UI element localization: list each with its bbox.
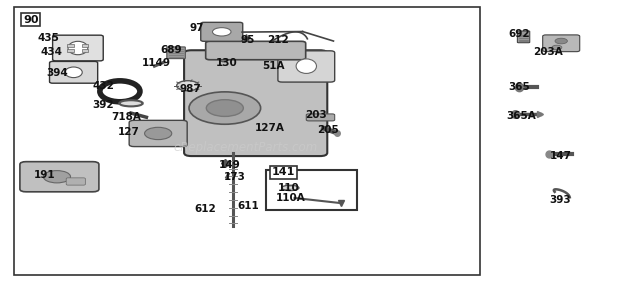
Text: 365: 365 bbox=[509, 82, 531, 92]
Circle shape bbox=[552, 45, 562, 50]
Circle shape bbox=[206, 100, 243, 116]
Text: 149: 149 bbox=[219, 160, 241, 170]
Text: 987: 987 bbox=[179, 83, 201, 94]
Text: 127A: 127A bbox=[254, 124, 285, 133]
Text: 611: 611 bbox=[237, 201, 259, 211]
Text: 365A: 365A bbox=[507, 111, 536, 122]
Text: 191: 191 bbox=[33, 170, 55, 180]
FancyBboxPatch shape bbox=[278, 51, 335, 82]
Bar bbox=[68, 49, 74, 52]
Text: 393: 393 bbox=[549, 195, 571, 205]
Text: 432: 432 bbox=[93, 81, 115, 91]
Circle shape bbox=[189, 92, 260, 124]
Text: eReplacementParts.com: eReplacementParts.com bbox=[173, 141, 317, 154]
Text: 612: 612 bbox=[194, 204, 216, 213]
FancyBboxPatch shape bbox=[20, 162, 99, 192]
Ellipse shape bbox=[100, 81, 140, 102]
FancyBboxPatch shape bbox=[184, 50, 327, 156]
Text: 434: 434 bbox=[40, 47, 62, 57]
Bar bbox=[68, 44, 74, 47]
Text: 51A: 51A bbox=[262, 61, 285, 71]
Ellipse shape bbox=[119, 100, 143, 106]
Text: 127: 127 bbox=[117, 127, 140, 137]
FancyBboxPatch shape bbox=[542, 35, 580, 52]
Bar bbox=[82, 49, 89, 52]
FancyBboxPatch shape bbox=[66, 178, 86, 185]
Text: 692: 692 bbox=[509, 29, 530, 39]
FancyBboxPatch shape bbox=[517, 31, 529, 43]
Bar bbox=[82, 44, 89, 47]
Circle shape bbox=[213, 28, 231, 36]
FancyBboxPatch shape bbox=[201, 22, 242, 41]
Text: 718A: 718A bbox=[111, 112, 141, 122]
Circle shape bbox=[555, 38, 567, 44]
Text: 130: 130 bbox=[216, 58, 238, 68]
Text: 95: 95 bbox=[241, 35, 255, 45]
Text: 394: 394 bbox=[46, 68, 68, 78]
FancyBboxPatch shape bbox=[306, 114, 335, 121]
Text: 110: 110 bbox=[278, 183, 299, 193]
Bar bbox=[265, 170, 357, 210]
FancyBboxPatch shape bbox=[50, 61, 98, 83]
Circle shape bbox=[43, 171, 71, 183]
Ellipse shape bbox=[281, 185, 299, 191]
Ellipse shape bbox=[68, 41, 88, 55]
FancyBboxPatch shape bbox=[167, 47, 185, 59]
Text: 689: 689 bbox=[161, 45, 182, 55]
Text: 147: 147 bbox=[549, 151, 572, 160]
Text: 110A: 110A bbox=[276, 193, 306, 203]
Text: 203: 203 bbox=[305, 110, 327, 120]
Text: 173: 173 bbox=[224, 172, 246, 182]
FancyBboxPatch shape bbox=[129, 120, 187, 147]
Ellipse shape bbox=[287, 187, 294, 189]
FancyBboxPatch shape bbox=[206, 41, 306, 60]
Ellipse shape bbox=[65, 67, 82, 78]
Text: 90: 90 bbox=[23, 15, 38, 25]
Bar bbox=[14, 7, 480, 275]
Text: 212: 212 bbox=[267, 35, 288, 45]
Ellipse shape bbox=[296, 59, 316, 73]
Text: 1149: 1149 bbox=[142, 58, 171, 68]
Text: 435: 435 bbox=[37, 33, 59, 43]
Text: 97: 97 bbox=[190, 23, 204, 33]
Text: 141: 141 bbox=[272, 167, 295, 177]
Circle shape bbox=[177, 81, 199, 91]
Circle shape bbox=[144, 127, 172, 140]
Text: 392: 392 bbox=[93, 100, 114, 110]
Text: 203A: 203A bbox=[533, 47, 563, 57]
Ellipse shape bbox=[219, 54, 229, 62]
FancyBboxPatch shape bbox=[53, 35, 104, 61]
Text: 205: 205 bbox=[317, 125, 339, 135]
